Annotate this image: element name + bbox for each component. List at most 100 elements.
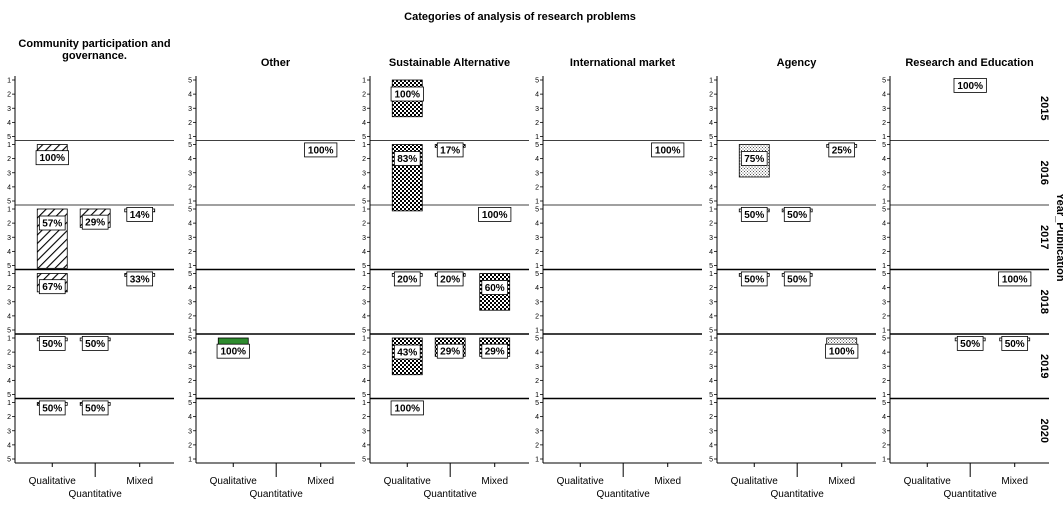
y-tick-label: 3 xyxy=(362,299,366,306)
x-category-label: Qualitative xyxy=(210,476,258,487)
y-tick-label: 5 xyxy=(882,142,886,149)
y-tick-label: 5 xyxy=(709,134,713,141)
data-label: 33% xyxy=(130,274,150,285)
y-tick-label: 2 xyxy=(535,313,539,320)
x-category-label: Qualitative xyxy=(384,476,432,487)
data-label: 100% xyxy=(829,347,855,358)
data-label: 100% xyxy=(957,81,983,92)
y-tick-label: 3 xyxy=(709,235,713,242)
y-tick-label: 1 xyxy=(188,392,192,399)
data-label-box xyxy=(953,78,987,93)
row-year-label: 2016 xyxy=(1038,161,1050,185)
y-tick-label: 3 xyxy=(882,364,886,371)
x-category-label: Mixed xyxy=(654,476,681,487)
panel-title: governance. xyxy=(62,50,127,62)
y-tick-label: 2 xyxy=(535,249,539,256)
row-year-label: 2019 xyxy=(1038,354,1050,378)
y-tick-label: 3 xyxy=(882,235,886,242)
y-tick-label: 3 xyxy=(188,106,192,113)
y-tick-label: 1 xyxy=(535,134,539,141)
data-label-box xyxy=(481,343,509,359)
y-tick-label: 1 xyxy=(7,207,11,214)
y-tick-label: 5 xyxy=(188,142,192,149)
row-year-label: 2017 xyxy=(1038,225,1050,249)
y-tick-label: 3 xyxy=(362,170,366,177)
y-tick-label: 1 xyxy=(709,207,713,214)
data-label: 50% xyxy=(744,274,764,285)
y-tick-label: 5 xyxy=(362,392,366,399)
y-tick-label: 3 xyxy=(882,170,886,177)
y-tick-label: 1 xyxy=(7,271,11,278)
y-tick-label: 5 xyxy=(7,457,11,464)
data-label-box xyxy=(478,207,512,222)
data-label: 60% xyxy=(485,283,505,294)
y-tick-label: 1 xyxy=(362,271,366,278)
y-tick-label: 5 xyxy=(709,199,713,206)
y-tick-label: 5 xyxy=(882,336,886,343)
data-label-box xyxy=(393,344,421,360)
y-tick-label: 4 xyxy=(882,285,886,292)
data-label-box xyxy=(393,151,421,166)
y-tick-label: 3 xyxy=(535,364,539,371)
row-axis-label: Year_Publication xyxy=(1054,193,1063,282)
y-tick-label: 4 xyxy=(7,442,11,449)
y-tick-label: 4 xyxy=(535,156,539,163)
data-label: 14% xyxy=(130,210,150,221)
y-tick-label: 4 xyxy=(882,92,886,99)
y-tick-label: 3 xyxy=(188,170,192,177)
data-label-box xyxy=(436,343,464,359)
y-tick-label: 3 xyxy=(535,170,539,177)
y-tick-label: 1 xyxy=(882,263,886,270)
y-tick-label: 2 xyxy=(362,285,366,292)
y-tick-label: 4 xyxy=(362,120,366,127)
y-tick-label: 2 xyxy=(7,92,11,99)
y-tick-label: 2 xyxy=(7,414,11,421)
y-tick-label: 5 xyxy=(362,263,366,270)
data-label-box xyxy=(436,271,464,287)
y-tick-label: 1 xyxy=(882,457,886,464)
y-tick-label: 4 xyxy=(709,313,713,320)
data-label: 50% xyxy=(787,210,807,221)
data-label: 100% xyxy=(394,90,420,101)
x-category-label: Mixed xyxy=(481,476,508,487)
data-label: 100% xyxy=(308,145,334,156)
data-label: 29% xyxy=(485,347,505,358)
data-label-box xyxy=(783,207,811,222)
y-tick-label: 1 xyxy=(7,336,11,343)
y-tick-label: 3 xyxy=(188,428,192,435)
y-tick-label: 4 xyxy=(535,92,539,99)
y-tick-label: 2 xyxy=(535,378,539,385)
x-category-label: Quantitative xyxy=(944,489,998,500)
y-tick-label: 4 xyxy=(709,120,713,127)
y-tick-label: 3 xyxy=(709,299,713,306)
y-tick-label: 4 xyxy=(709,378,713,385)
y-tick-label: 3 xyxy=(188,235,192,242)
data-label-box xyxy=(998,271,1032,287)
data-label-box xyxy=(783,271,811,287)
y-tick-label: 1 xyxy=(535,457,539,464)
y-tick-label: 5 xyxy=(535,271,539,278)
data-label: 50% xyxy=(42,403,62,414)
x-category-label: Qualitative xyxy=(29,476,77,487)
y-tick-label: 2 xyxy=(882,249,886,256)
x-category-label: Qualitative xyxy=(904,476,952,487)
y-tick-label: 4 xyxy=(882,350,886,357)
y-tick-label: 2 xyxy=(882,313,886,320)
y-tick-label: 1 xyxy=(709,78,713,85)
data-label-box xyxy=(38,336,66,351)
y-tick-label: 3 xyxy=(362,364,366,371)
y-tick-label: 3 xyxy=(362,106,366,113)
data-label: 50% xyxy=(85,403,105,414)
y-tick-label: 2 xyxy=(362,350,366,357)
y-tick-label: 4 xyxy=(882,414,886,421)
y-tick-label: 5 xyxy=(7,263,11,270)
data-label: 20% xyxy=(397,274,417,285)
y-tick-label: 5 xyxy=(188,207,192,214)
y-tick-label: 1 xyxy=(535,392,539,399)
data-label-box xyxy=(740,271,768,287)
panel-title: Sustainable Alternative xyxy=(389,57,510,69)
data-label: 100% xyxy=(220,347,246,358)
y-tick-label: 2 xyxy=(709,92,713,99)
data-label-box xyxy=(38,279,66,295)
y-tick-label: 2 xyxy=(7,350,11,357)
